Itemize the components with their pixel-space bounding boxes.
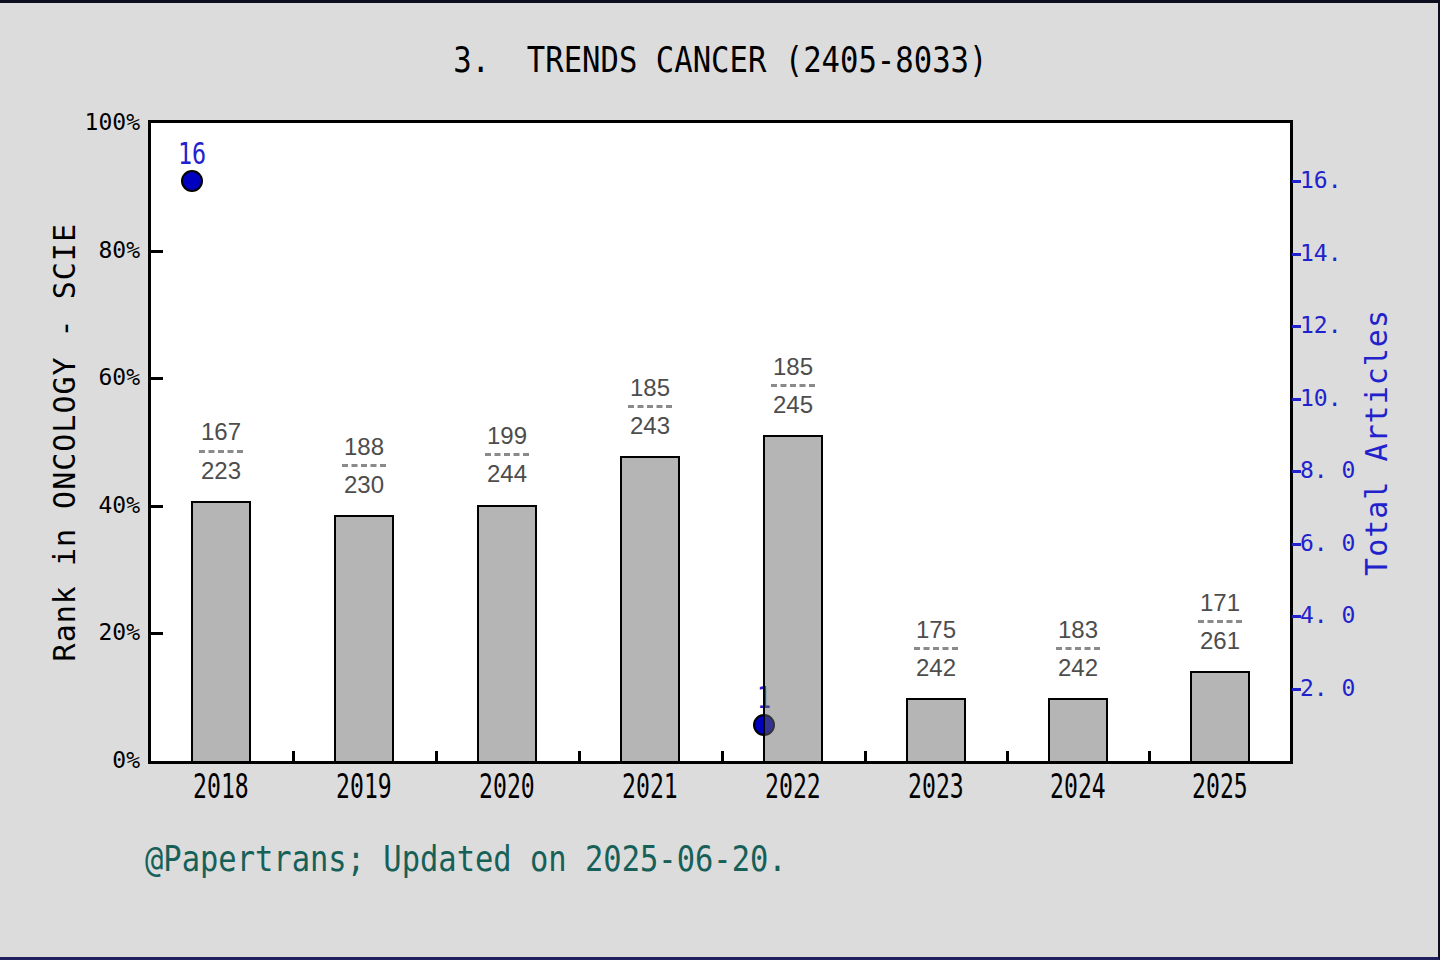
left-axis-tick [151, 377, 163, 380]
rank-denominator: 261 [1165, 628, 1275, 653]
x-axis-minor-tick [1148, 751, 1151, 761]
rank-fraction-label: 199 244 [452, 423, 562, 486]
rank-fraction-label: 175 242 [881, 617, 991, 680]
rank-numerator: 167 [166, 419, 276, 444]
x-axis-year-label: 2018 [166, 769, 276, 803]
left-axis-tick-label: 100% [58, 111, 140, 134]
x-axis-year-text: 2025 [1192, 769, 1248, 803]
x-axis-minor-tick [1006, 751, 1009, 761]
rank-numerator: 175 [881, 617, 991, 642]
rank-denominator: 230 [309, 472, 419, 497]
rank-numerator: 188 [309, 434, 419, 459]
fraction-divider [199, 450, 243, 453]
x-axis-tick-labels: 2018 2019 2020 2021 2022 2023 2024 2025 [151, 769, 1290, 809]
rank-bar-2018 [191, 501, 251, 761]
left-axis-tick [151, 632, 163, 635]
left-axis-tick-labels: 100%80%60%40%20%0% [58, 123, 140, 761]
rank-bar-2019 [334, 515, 394, 761]
right-axis-title: Total Articles [1359, 309, 1394, 576]
x-axis-year-text: 2024 [1050, 769, 1106, 803]
x-axis-year-text: 2023 [908, 769, 964, 803]
right-axis-tick [1292, 615, 1301, 618]
right-axis-tick [1292, 543, 1301, 546]
x-axis-year-label: 2024 [1023, 769, 1133, 803]
x-axis-minor-tick [578, 751, 581, 761]
x-axis-year-label: 2021 [595, 769, 705, 803]
fraction-divider [628, 405, 672, 408]
left-axis-tick-label: 80% [58, 239, 140, 262]
rank-bar-2023 [906, 698, 966, 761]
rank-numerator: 185 [595, 375, 705, 400]
fraction-divider [485, 453, 529, 456]
x-axis-year-text: 2019 [336, 769, 392, 803]
left-axis-tick [151, 250, 163, 253]
right-axis-tick [1292, 688, 1301, 691]
x-axis-minor-tick [864, 751, 867, 761]
rank-fraction-label: 188 230 [309, 434, 419, 497]
total-articles-value-label: 16 [162, 139, 222, 169]
right-axis-tick [1292, 180, 1301, 183]
rank-denominator: 244 [452, 461, 562, 486]
right-axis-tick [1292, 470, 1301, 473]
x-axis-year-label: 2023 [881, 769, 991, 803]
rank-denominator: 243 [595, 413, 705, 438]
rank-bar-2024 [1048, 698, 1108, 761]
x-axis-year-label: 2020 [452, 769, 562, 803]
total-articles-value-text: 16 [178, 139, 206, 169]
rank-numerator: 171 [1165, 590, 1275, 615]
left-axis-tick-label: 20% [58, 621, 140, 644]
credit-text: @Papertrans; Updated on 2025-06-20. [145, 839, 883, 879]
rank-denominator: 223 [166, 458, 276, 483]
rank-bar-2021 [620, 456, 680, 761]
x-axis-minor-tick [721, 751, 724, 761]
x-axis-year-text: 2018 [193, 769, 249, 803]
left-axis-tick-label: 0% [58, 749, 140, 772]
fraction-divider [914, 647, 958, 650]
chart-title: 3. TRENDS CANCER (2405-8033) [0, 39, 1440, 80]
fraction-divider [1056, 647, 1100, 650]
fraction-divider [771, 384, 815, 387]
right-axis-title-wrap: Total Articles [1348, 120, 1404, 764]
rank-denominator: 245 [738, 392, 848, 417]
rank-bar-2022 [763, 435, 823, 761]
rank-numerator: 183 [1023, 617, 1133, 642]
x-axis-year-label: 2019 [309, 769, 419, 803]
fraction-divider [1198, 620, 1242, 623]
x-axis-year-text: 2022 [765, 769, 821, 803]
total-articles-dot [181, 170, 203, 192]
chart-title-text: 3. TRENDS CANCER (2405-8033) [453, 39, 987, 80]
x-axis-year-label: 2022 [738, 769, 848, 803]
figure-window: 3. TRENDS CANCER (2405-8033) Rank in ONC… [0, 0, 1440, 960]
rank-fraction-label: 171 261 [1165, 590, 1275, 653]
rank-fraction-label: 167 223 [166, 419, 276, 482]
x-axis-minor-tick [435, 751, 438, 761]
rank-fraction-label: 183 242 [1023, 617, 1133, 680]
rank-numerator: 185 [738, 354, 848, 379]
rank-denominator: 242 [1023, 655, 1133, 680]
x-axis-minor-tick [292, 751, 295, 761]
x-axis-year-text: 2021 [622, 769, 678, 803]
credit-text-inner: @Papertrans; Updated on 2025-06-20. [145, 839, 787, 879]
rank-numerator: 199 [452, 423, 562, 448]
right-axis-tick [1292, 325, 1301, 328]
left-axis-tick [151, 505, 163, 508]
rank-bar-2020 [477, 505, 537, 761]
left-axis-tick-label: 60% [58, 366, 140, 389]
x-axis-year-label: 2025 [1165, 769, 1275, 803]
rank-fraction-label: 185 245 [738, 354, 848, 417]
right-axis-tick [1292, 253, 1301, 256]
x-axis-year-text: 2020 [479, 769, 535, 803]
left-axis-tick-label: 40% [58, 494, 140, 517]
rank-bar-2025 [1190, 671, 1250, 761]
plot-area: 1611672231882301992441852431852451752421… [148, 120, 1293, 764]
rank-denominator: 242 [881, 655, 991, 680]
right-axis-tick [1292, 398, 1301, 401]
rank-fraction-label: 185 243 [595, 375, 705, 438]
fraction-divider [342, 464, 386, 467]
